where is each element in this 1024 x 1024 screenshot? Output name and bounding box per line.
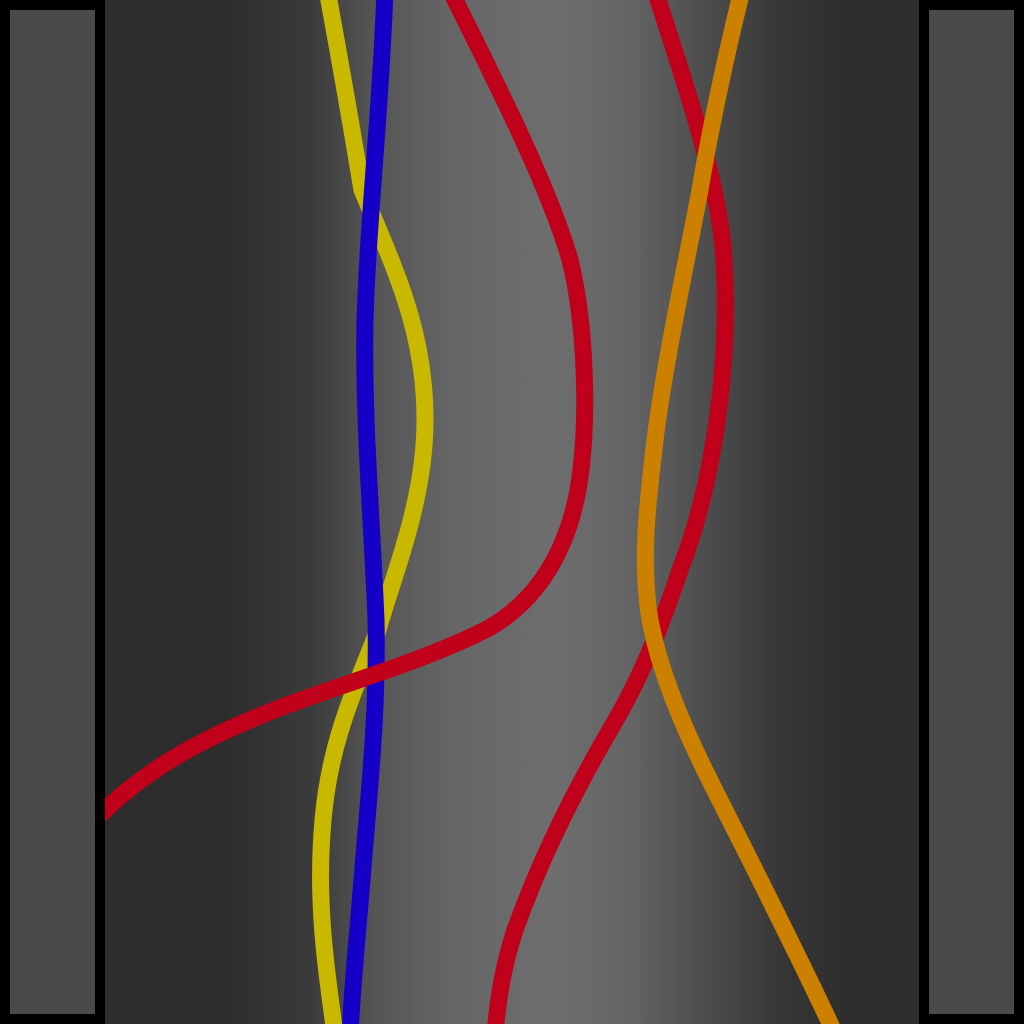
wire-board (105, 0, 919, 1024)
left-side-panel (10, 10, 95, 1014)
right-side-panel (929, 10, 1014, 1014)
red-wire-right[interactable] (487, 0, 734, 1024)
blue-wire[interactable] (341, 0, 394, 1024)
yellow-wire[interactable] (312, 0, 434, 1024)
orange-wire[interactable] (636, 0, 840, 1024)
red-wire-curve[interactable] (100, 0, 594, 822)
